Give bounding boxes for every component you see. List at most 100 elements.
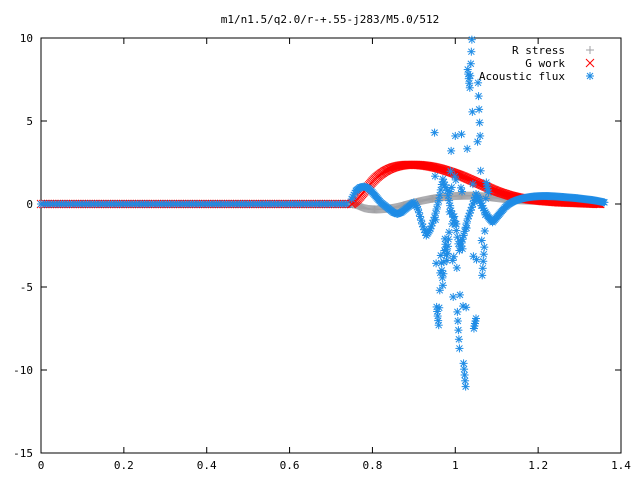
acoustic-flux-point [431,172,440,181]
acoustic-flux-point [451,175,460,184]
acoustic-flux-point [472,255,481,264]
acoustic-flux-point [477,201,486,210]
acoustic-flux-point [450,212,459,221]
x-tick-label: 1.4 [611,459,631,472]
acoustic-flux-point [462,224,471,233]
legend-label-g-work: G work [525,57,565,70]
acoustic-flux-point [465,83,474,92]
acoustic-flux-point [445,228,454,237]
y-tick-label: -10 [13,364,33,377]
acoustic-flux-point [600,198,609,207]
axis-ticks: 0 0.2 0.4 0.6 0.8 1 1.2 1.4 10 5 0 -5 -10 -15 [13,32,631,472]
acoustic-flux-point [474,78,483,87]
y-tick-label: -5 [20,281,33,294]
legend-marker-g-work [585,58,595,68]
baseline-zero-markers [36,199,356,209]
acoustic-flux-point [434,321,443,330]
acoustic-flux-point [455,290,464,299]
acoustic-flux-point [430,128,439,137]
acoustic-flux-point [479,250,488,259]
acoustic-flux-point [439,269,448,278]
acoustic-flux-point [453,307,462,316]
acoustic-flux-point [475,105,484,114]
acoustic-flux-point [480,243,489,252]
acoustic-flux-point [435,303,444,312]
x-tick-label: 1 [452,459,459,472]
acoustic-flux-point [458,244,467,253]
plot-frame [40,37,622,454]
legend-label-r-stress: R stress [512,44,565,57]
acoustic-flux-point [473,196,482,205]
acoustic-flux-point [453,317,462,326]
x-tick-label: 1.2 [528,459,548,472]
acoustic-flux-point [476,166,485,175]
acoustic-flux-point [478,271,487,280]
acoustic-flux-point [457,130,466,139]
x-tick-label: 0 [38,459,45,472]
acoustic-flux-point [480,226,489,235]
acoustic-flux-point [449,252,458,261]
acoustic-flux-point [454,326,463,335]
acoustic-flux-point [452,219,461,228]
acoustic-flux-point [466,59,475,68]
acoustic-flux-point [435,286,444,295]
acoustic-flux-point [460,365,469,374]
acoustic-flux-point [477,236,486,245]
legend-label-acoustic-flux: Acoustic flux [479,70,565,83]
acoustic-flux-point [461,382,470,391]
acoustic-flux-point [454,335,463,344]
acoustic-flux-point [438,273,447,282]
acoustic-flux-point [456,237,465,246]
y-tick-label: 0 [26,198,33,211]
acoustic-flux-point [481,194,490,203]
x-tick-label: 0.4 [197,459,217,472]
acoustic-flux-point [455,344,464,353]
acoustic-flux-point [434,196,443,205]
chart-title: m1/n1.5/q2.0/r-+.55-j283/M5.0/512 [221,13,440,26]
acoustic-flux-point [475,118,484,127]
acoustic-flux-point [468,107,477,116]
acoustic-flux-point [467,35,476,44]
y-tick-label: 5 [26,115,33,128]
acoustic-flux-point [460,370,469,379]
acoustic-flux-point [459,359,468,368]
acoustic-flux-point [447,146,456,155]
acoustic-flux-point [462,303,471,312]
acoustic-flux-point [467,47,476,56]
acoustic-flux-point [463,144,472,153]
x-tick-label: 0.8 [362,459,382,472]
acoustic-flux-point [476,131,485,140]
acoustic-flux-point [444,235,453,244]
x-tick-label: 0.6 [280,459,300,472]
y-tick-label: -15 [13,447,33,460]
series-layer [36,35,609,391]
acoustic-flux-point [468,180,477,189]
acoustic-flux-point [431,215,440,224]
acoustic-flux-point [466,71,475,80]
acoustic-flux-point [435,191,444,200]
acoustic-flux-point [451,131,460,140]
series-acoustic-flux [347,35,609,391]
y-tick-label: 10 [20,32,33,45]
acoustic-flux-point [445,196,454,205]
acoustic-flux-point [447,183,456,192]
acoustic-flux-point [438,281,447,290]
acoustic-flux-point [452,263,461,272]
acoustic-flux-point [472,314,480,323]
acoustic-flux-point [443,249,452,258]
acoustic-flux-point [461,376,470,385]
acoustic-flux-point [484,188,493,197]
acoustic-flux-point [446,167,455,176]
acoustic-flux-point [478,264,487,273]
acoustic-flux-point [474,92,483,101]
acoustic-flux-point [481,210,490,219]
x-tick-label: 0.2 [114,459,134,472]
legend-marker-acoustic-flux [586,72,594,80]
acoustic-flux-point [460,227,469,236]
acoustic-flux-point [449,292,458,301]
legend-marker-r-stress [586,46,594,54]
acoustic-flux-point [479,257,488,266]
acoustic-flux-point [448,256,457,265]
acoustic-flux-point [446,201,455,210]
